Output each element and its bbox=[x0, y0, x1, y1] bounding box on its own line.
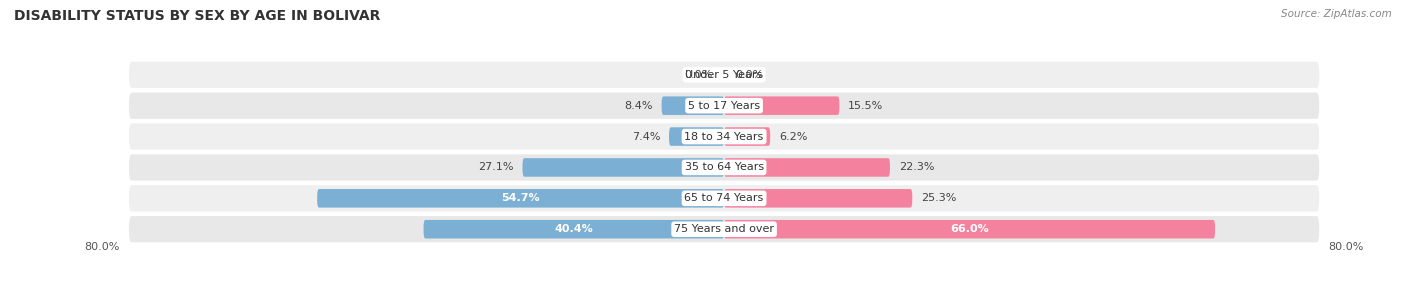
Text: 54.7%: 54.7% bbox=[502, 193, 540, 203]
Text: Source: ZipAtlas.com: Source: ZipAtlas.com bbox=[1281, 9, 1392, 19]
Text: 15.5%: 15.5% bbox=[848, 101, 883, 111]
Text: 35 to 64 Years: 35 to 64 Years bbox=[685, 162, 763, 172]
Text: 5 to 17 Years: 5 to 17 Years bbox=[688, 101, 761, 111]
Text: 80.0%: 80.0% bbox=[84, 242, 120, 252]
Text: 7.4%: 7.4% bbox=[631, 132, 661, 142]
FancyBboxPatch shape bbox=[724, 158, 890, 177]
Text: 40.4%: 40.4% bbox=[554, 224, 593, 234]
FancyBboxPatch shape bbox=[662, 96, 724, 115]
Text: 6.2%: 6.2% bbox=[779, 132, 807, 142]
Text: 66.0%: 66.0% bbox=[950, 224, 988, 234]
Text: 22.3%: 22.3% bbox=[898, 162, 935, 172]
FancyBboxPatch shape bbox=[724, 189, 912, 208]
FancyBboxPatch shape bbox=[724, 96, 839, 115]
Text: 8.4%: 8.4% bbox=[624, 101, 652, 111]
Text: DISABILITY STATUS BY SEX BY AGE IN BOLIVAR: DISABILITY STATUS BY SEX BY AGE IN BOLIV… bbox=[14, 9, 381, 23]
Text: 75 Years and over: 75 Years and over bbox=[673, 224, 775, 234]
FancyBboxPatch shape bbox=[724, 127, 770, 146]
Text: 80.0%: 80.0% bbox=[1329, 242, 1364, 252]
FancyBboxPatch shape bbox=[129, 62, 1319, 88]
FancyBboxPatch shape bbox=[129, 216, 1319, 242]
Text: 18 to 34 Years: 18 to 34 Years bbox=[685, 132, 763, 142]
FancyBboxPatch shape bbox=[129, 123, 1319, 150]
FancyBboxPatch shape bbox=[724, 220, 1215, 238]
FancyBboxPatch shape bbox=[669, 127, 724, 146]
FancyBboxPatch shape bbox=[129, 185, 1319, 212]
Text: 25.3%: 25.3% bbox=[921, 193, 956, 203]
FancyBboxPatch shape bbox=[423, 220, 724, 238]
FancyBboxPatch shape bbox=[523, 158, 724, 177]
Text: 27.1%: 27.1% bbox=[478, 162, 513, 172]
Text: 0.0%: 0.0% bbox=[685, 70, 713, 80]
FancyBboxPatch shape bbox=[129, 154, 1319, 181]
FancyBboxPatch shape bbox=[129, 92, 1319, 119]
FancyBboxPatch shape bbox=[318, 189, 724, 208]
Text: 65 to 74 Years: 65 to 74 Years bbox=[685, 193, 763, 203]
Text: 0.0%: 0.0% bbox=[735, 70, 763, 80]
Text: Under 5 Years: Under 5 Years bbox=[686, 70, 762, 80]
